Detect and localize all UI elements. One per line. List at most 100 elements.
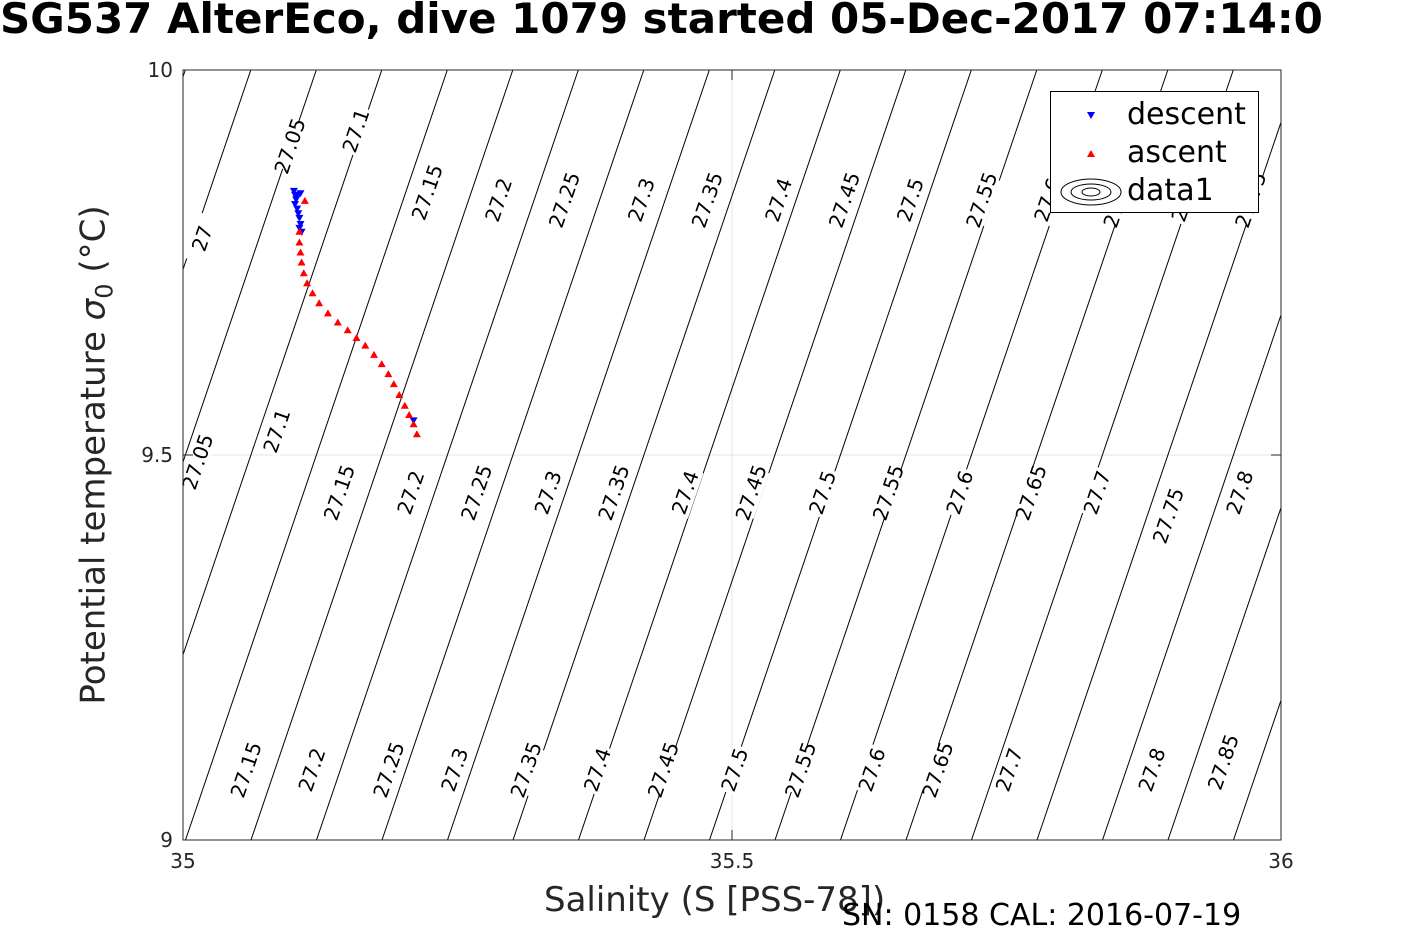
calibration-footer: SN: 0158 CAL: 2016-07-19 xyxy=(842,898,1242,933)
isopycnal-label-bg xyxy=(372,744,407,796)
isopycnal-label: 27.8 xyxy=(1221,466,1258,519)
isopycnal-label: 27 xyxy=(185,212,221,265)
isopycnal-label: 27.2 xyxy=(480,174,517,227)
ascent-point xyxy=(333,318,342,326)
isopycnal-label-text: 27.3 xyxy=(436,745,473,795)
isopycnal-line xyxy=(1102,313,1281,840)
isopycnal-label-bg xyxy=(531,466,567,519)
isopycnal-label: 27.25 xyxy=(456,462,497,524)
isopycnal-label-bg xyxy=(1135,744,1171,796)
isopycnal-label: 27.65 xyxy=(917,739,958,801)
isopycnal-label-bg xyxy=(410,166,446,219)
isopycnal-line xyxy=(250,70,514,840)
x-tick-label: 35 xyxy=(170,849,195,873)
legend-descent-marker xyxy=(1087,112,1095,119)
isopycnal-label-text: 27.7 xyxy=(1078,468,1115,518)
isopycnal-label-bg xyxy=(185,212,221,265)
isopycnal-label: 27.3 xyxy=(529,466,567,519)
isopycnal-label-bg xyxy=(718,744,753,796)
isopycnal-label-bg xyxy=(965,174,1000,227)
isopycnal-label: 27.6 xyxy=(853,744,890,796)
isopycnal-label-bg xyxy=(1223,466,1258,519)
isopycnal-line xyxy=(447,70,710,840)
legend-data1-label: data1 xyxy=(1127,173,1214,208)
descent-point xyxy=(293,205,302,213)
isopycnal-line xyxy=(1365,70,1417,840)
isopycnal-label-text: 27.35 xyxy=(593,462,634,524)
isopycnal-label-text: 27.45 xyxy=(730,462,771,524)
isopycnal-label-bg xyxy=(394,466,429,519)
isopycnal-label-text: 27.25 xyxy=(368,739,409,801)
isopycnal-label-text: 27.55 xyxy=(868,462,909,524)
isopycnal-label: 27.1 xyxy=(258,405,296,458)
ascent-point xyxy=(299,269,308,277)
isopycnal-line xyxy=(381,70,645,840)
y-tick-label: 9 xyxy=(160,828,173,852)
axis-ticks: 35 35.5 36 9 9.5 10 xyxy=(141,58,1294,873)
isopycnal-label-text: 27.5 xyxy=(892,175,929,225)
isopycnal-label-text: 27.8 xyxy=(1133,745,1170,795)
isopycnal-label-bg xyxy=(295,744,331,796)
isopycnal-label-bg xyxy=(229,744,265,796)
ascent-point xyxy=(315,299,324,307)
isopycnal-line xyxy=(1167,506,1281,840)
isopycnal-label: 27.4 xyxy=(579,744,616,796)
isopycnal-label: 27.75 xyxy=(1148,485,1189,547)
isopycnal-label-text: 27.5 xyxy=(716,745,753,795)
isopycnal-label-text: 27.4 xyxy=(760,175,797,225)
data-points xyxy=(289,187,421,438)
isopycnal-label-text: 27.2 xyxy=(293,745,330,795)
isopycnal-label-bg xyxy=(1080,466,1116,519)
x-tick-label: 36 xyxy=(1268,849,1293,873)
isopycnal-label-bg xyxy=(784,744,819,796)
ascent-point xyxy=(395,390,404,398)
isopycnal-label-text: 27.15 xyxy=(319,462,360,524)
descent-point xyxy=(293,193,302,201)
isopycnal-label-bg xyxy=(943,466,978,519)
isopycnal-label-text: 27.6 xyxy=(853,745,890,795)
ascent-point xyxy=(297,258,306,266)
isopycnal-label-text: 27.3 xyxy=(623,175,660,225)
isopycnal-label-bg xyxy=(273,120,309,173)
isopycnal-label-bg xyxy=(921,744,956,796)
legend-symbols xyxy=(1060,112,1122,206)
isopycnal-line xyxy=(183,70,252,271)
isopycnal-label: 27.85 xyxy=(1203,731,1244,793)
isopycnal-label: 27.7 xyxy=(991,744,1028,796)
isopycnal-line xyxy=(1299,70,1417,840)
ascent-point xyxy=(361,341,370,349)
legend: descent ascent data1 xyxy=(1050,91,1259,213)
isopycnal-label-bg xyxy=(828,174,863,227)
isopycnal-label-text: 27.45 xyxy=(643,739,684,801)
isopycnal-label-bg xyxy=(181,436,216,488)
isopycnal-label-bg xyxy=(625,174,660,227)
isopycnal-line xyxy=(578,70,841,840)
isopycnal-label: 27.1 xyxy=(337,105,374,157)
ascent-point xyxy=(412,430,421,438)
ascent-point xyxy=(295,227,304,235)
isopycnal-label-bg xyxy=(1206,736,1242,789)
isopycnal-line xyxy=(183,70,383,657)
isopycnal-label-text: 27.85 xyxy=(1203,731,1244,793)
ascent-point xyxy=(296,248,305,256)
isopycnal-label-text: 27.4 xyxy=(579,745,616,795)
isopycnal-label-text: 27.65 xyxy=(917,739,958,801)
isopycnal-label-text: 27.5 xyxy=(804,468,841,518)
descent-point xyxy=(290,200,299,208)
isopycnal-label: 27.2 xyxy=(293,744,331,796)
isopycnal-label-bg xyxy=(690,174,726,227)
isopycnal-label-bg xyxy=(260,405,296,458)
isopycnal-line xyxy=(643,70,907,840)
isopycnal-label: 27.8 xyxy=(1133,744,1171,796)
isopycnal-label-text: 27.2 xyxy=(480,175,517,225)
isopycnal-label-bg xyxy=(509,744,545,796)
isopycnal-label: 27.25 xyxy=(368,739,409,801)
ascent-point xyxy=(323,309,332,317)
isopycnal-label-text: 27.55 xyxy=(780,739,821,801)
isopycnal-label-text: 27.25 xyxy=(544,169,585,231)
isopycnal-label-text: 27.1 xyxy=(258,406,295,456)
chart-title: SG537 AlterEco, dive 1079 started 05-Dec… xyxy=(0,0,1323,43)
isopycnal-label: 27.05 xyxy=(269,115,310,177)
y-tick-label: 9.5 xyxy=(141,443,173,467)
legend-ascent-marker xyxy=(1087,150,1095,157)
